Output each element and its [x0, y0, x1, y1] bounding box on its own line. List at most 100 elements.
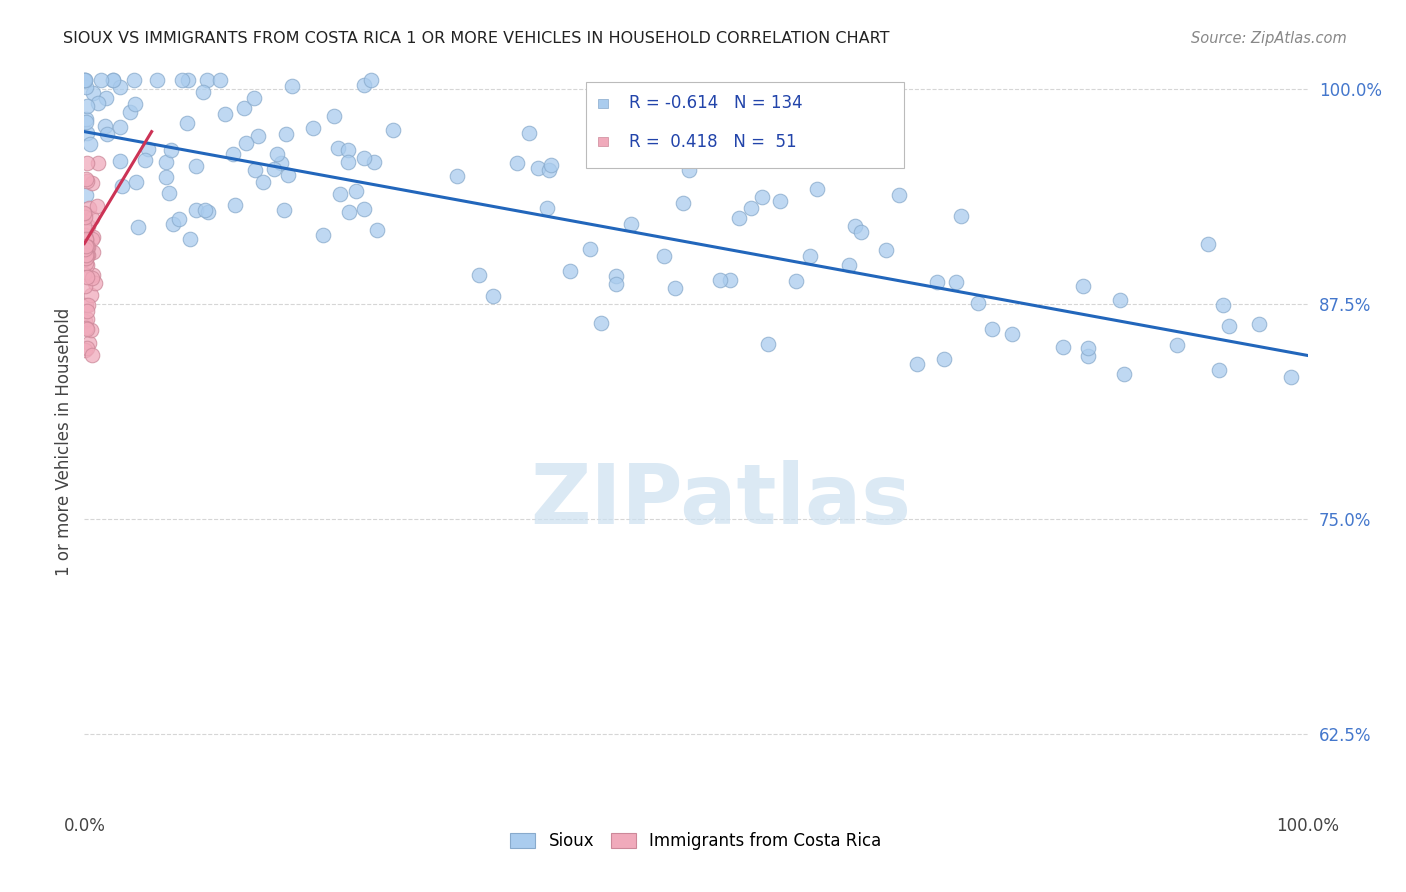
Point: [145, 73, 167, 87]
Point: [243, 91, 266, 105]
Point: [75, 210, 97, 224]
Point: [75, 252, 97, 266]
Text: R =  0.418   N =  51: R = 0.418 N = 51: [628, 133, 796, 151]
Point: [353, 202, 375, 216]
Point: [120, 104, 142, 119]
Point: [785, 274, 807, 288]
Point: [76, 258, 98, 272]
Point: [980, 322, 1002, 336]
Point: [75, 248, 97, 262]
Point: [75, 297, 97, 311]
Point: [538, 163, 561, 178]
Point: [80, 211, 103, 225]
Point: [108, 154, 131, 169]
Y-axis label: 1 or more Vehicles in Household: 1 or more Vehicles in Household: [55, 308, 73, 575]
Point: [75, 112, 97, 127]
Point: [1197, 236, 1219, 251]
Point: [76, 174, 98, 188]
Point: [76, 240, 98, 254]
Point: [75, 73, 97, 87]
Point: [672, 196, 695, 211]
Point: [966, 296, 988, 310]
Point: [344, 184, 367, 198]
Point: [467, 268, 489, 282]
Point: [122, 73, 145, 87]
Point: [75, 252, 97, 266]
Point: [73, 219, 96, 233]
Point: [363, 155, 385, 169]
Bar: [598, 99, 609, 108]
Point: [875, 243, 897, 257]
Point: [186, 159, 208, 173]
Point: [339, 205, 361, 219]
Text: R = -0.614   N = 134: R = -0.614 N = 134: [628, 95, 803, 112]
Point: [232, 101, 254, 115]
Point: [82, 230, 104, 244]
Point: [506, 156, 529, 170]
Point: [75, 343, 97, 358]
Point: [756, 337, 779, 351]
Point: [73, 206, 96, 220]
Point: [652, 249, 675, 263]
Point: [86, 96, 108, 111]
Point: [75, 251, 97, 265]
Point: [96, 128, 118, 142]
Point: [127, 219, 149, 234]
Point: [111, 179, 134, 194]
Point: [889, 188, 911, 202]
Point: [281, 78, 304, 93]
Point: [162, 217, 184, 231]
Point: [73, 244, 96, 259]
Point: [134, 153, 156, 167]
Point: [740, 201, 762, 215]
Point: [73, 206, 96, 220]
Point: [1001, 326, 1024, 341]
Point: [82, 232, 104, 246]
Point: [381, 122, 404, 136]
Point: [77, 201, 100, 215]
Point: [366, 222, 388, 236]
Point: [1108, 293, 1130, 308]
Point: [517, 126, 540, 140]
Point: [799, 249, 821, 263]
Point: [620, 217, 643, 231]
Point: [160, 143, 183, 157]
Point: [353, 78, 375, 93]
Point: [1249, 318, 1271, 332]
Point: [273, 202, 295, 217]
Point: [75, 320, 97, 334]
Point: [326, 141, 349, 155]
Point: [277, 169, 299, 183]
Point: [193, 86, 215, 100]
Text: SIOUX VS IMMIGRANTS FROM COSTA RICA 1 OR MORE VEHICLES IN HOUSEHOLD CORRELATION : SIOUX VS IMMIGRANTS FROM COSTA RICA 1 OR…: [63, 31, 890, 46]
Point: [75, 239, 97, 253]
Point: [75, 233, 97, 247]
Point: [77, 335, 100, 350]
Point: [108, 120, 131, 135]
Point: [1208, 363, 1230, 377]
Point: [727, 211, 749, 226]
Point: [214, 107, 236, 121]
Point: [252, 175, 274, 189]
Point: [751, 190, 773, 204]
Point: [560, 263, 582, 277]
Point: [934, 351, 956, 366]
Point: [1077, 349, 1099, 363]
Point: [75, 227, 97, 242]
Point: [301, 121, 323, 136]
Point: [1279, 370, 1302, 384]
Point: [76, 322, 98, 336]
Text: Source: ZipAtlas.com: Source: ZipAtlas.com: [1191, 31, 1347, 46]
Point: [76, 126, 98, 140]
Point: [73, 73, 96, 87]
Point: [179, 232, 201, 246]
Point: [224, 197, 246, 211]
Point: [718, 273, 741, 287]
Point: [197, 205, 219, 219]
Point: [76, 248, 98, 262]
Point: [94, 90, 117, 104]
Point: [124, 96, 146, 111]
Text: ZIPatlas: ZIPatlas: [530, 460, 911, 541]
Point: [1218, 318, 1240, 333]
Point: [360, 73, 382, 87]
